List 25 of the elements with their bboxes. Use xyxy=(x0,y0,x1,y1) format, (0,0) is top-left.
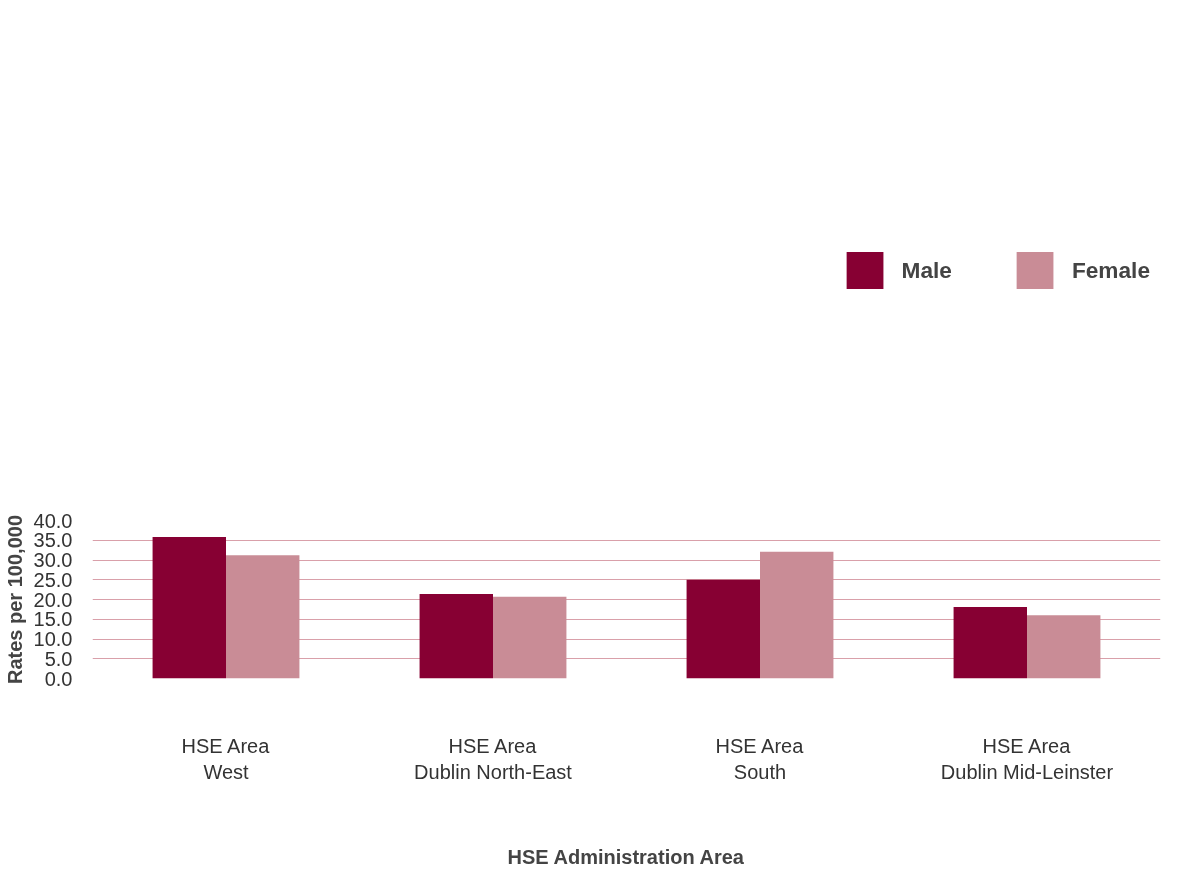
bar xyxy=(152,537,226,679)
y-tick-label: 20.0 xyxy=(33,588,73,611)
y-tick-label: 0.0 xyxy=(44,667,73,690)
y-tick-label: 30.0 xyxy=(33,549,73,571)
y-tick-label: 5.0 xyxy=(44,647,73,670)
bar xyxy=(493,596,567,679)
bar xyxy=(1027,615,1101,679)
x-tick-label: HSE Area South xyxy=(715,734,805,783)
legend-label: Male xyxy=(901,256,952,284)
bar xyxy=(226,555,300,679)
y-tick-label: 10.0 xyxy=(33,628,73,650)
y-tick-label: 15.0 xyxy=(33,608,73,631)
y-tick-label: 25.0 xyxy=(33,568,73,591)
x-axis-title: HSE Administration Area xyxy=(507,845,745,868)
legend-label: Female xyxy=(1071,256,1150,284)
bar xyxy=(953,607,1027,679)
x-tick-label: HSE Area West xyxy=(181,734,271,783)
bar xyxy=(419,593,493,679)
x-tick-label: HSE Area Dublin Mid-Leinster xyxy=(940,734,1114,783)
y-tick-label: 35.0 xyxy=(33,529,73,552)
x-tick-label: HSE Area Dublin North-East xyxy=(414,734,573,783)
bar xyxy=(760,551,834,679)
bar xyxy=(686,579,760,679)
y-tick-label: 40.0 xyxy=(33,509,73,532)
y-axis-title: Rates per 100,000 xyxy=(3,514,26,684)
